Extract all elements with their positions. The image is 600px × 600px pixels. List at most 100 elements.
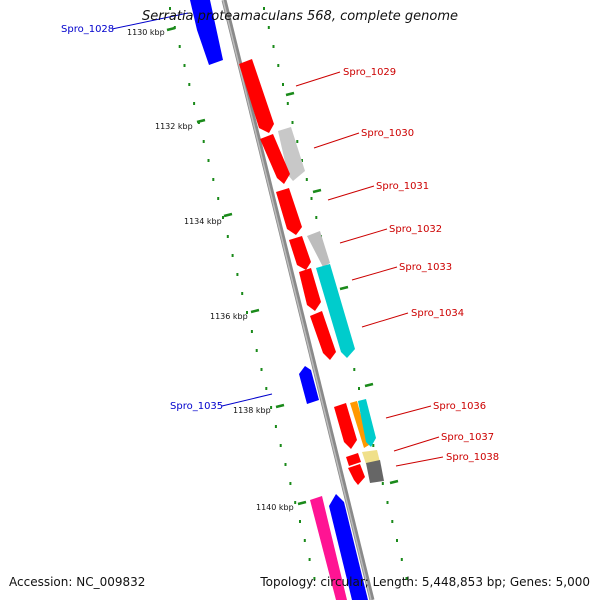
kbp-label-1132: 1132 kbp — [155, 122, 193, 131]
scale-dot-outer — [358, 387, 360, 390]
kbp-labels: 1130 kbp 1132 kbp 1134 kbp 1136 kbp 1138… — [127, 28, 294, 512]
feature-red-1030b[interactable] — [260, 134, 290, 184]
label-spro-1029[interactable]: Spro_1029 — [343, 67, 396, 78]
kbp-label-1136: 1136 kbp — [210, 312, 248, 321]
gene-spro-1031[interactable] — [276, 188, 302, 235]
scale-dot-inner — [250, 330, 253, 333]
feature-khaki[interactable] — [362, 450, 380, 464]
label-spro-1038[interactable]: Spro_1038 — [446, 452, 499, 463]
kbp-label-1138: 1138 kbp — [233, 406, 271, 415]
scale-dot-outer — [286, 102, 289, 105]
scale-dot-outer — [391, 520, 394, 523]
scale-dot-inner — [270, 406, 273, 409]
scale-dot-inner — [313, 577, 316, 580]
scale-dot-outer — [381, 482, 384, 485]
feature-pink[interactable] — [310, 496, 347, 600]
scale-tick-1136 — [250, 308, 260, 314]
scale-tick-outer-c — [339, 285, 349, 291]
scale-dot-inner — [284, 463, 287, 466]
feature-red-1033b[interactable] — [299, 268, 321, 311]
label-spro-1037[interactable]: Spro_1037 — [441, 432, 494, 443]
gene-spro-1034[interactable] — [316, 264, 355, 358]
label-spro-1033[interactable]: Spro_1033 — [399, 262, 452, 273]
label-spro-1032[interactable]: Spro_1032 — [389, 224, 442, 235]
leader-spro-1036 — [385, 405, 432, 419]
scale-dot-outer — [277, 64, 280, 67]
feature-red-1034b[interactable] — [310, 311, 336, 360]
scale-dot-inner — [279, 444, 282, 447]
scale-dot-inner — [178, 45, 181, 48]
scale-dot-outer — [405, 577, 408, 580]
scale-tick-1140 — [297, 500, 307, 506]
leader-spro-1032 — [339, 228, 388, 244]
scale-dot-outer — [386, 501, 389, 504]
scale-dot-outer — [282, 83, 284, 86]
feature-dark-grey[interactable] — [366, 460, 384, 483]
scale-dot-outer — [310, 197, 313, 200]
feature-red-1038b[interactable] — [348, 464, 365, 485]
scale-dot-outer — [296, 140, 299, 143]
gene-spro-1032[interactable] — [289, 236, 311, 270]
gene-spro-1036[interactable] — [334, 403, 357, 449]
leader-spro-1038 — [395, 456, 444, 467]
leader-spro-1037 — [393, 436, 440, 452]
scale-dot-inner — [303, 539, 306, 542]
scale-dot-outer — [272, 45, 275, 48]
scale-dot-inner — [231, 254, 234, 257]
label-spro-1028[interactable]: Spro_1028 — [61, 24, 114, 35]
scale-dot-inner — [299, 520, 301, 523]
scale-dot-inner — [308, 558, 311, 561]
gene-labels: Spro_1028 Spro_1029 Spro_1030 Spro_1031 … — [61, 24, 499, 463]
scale-dot-inner — [294, 501, 297, 504]
scale-tick-1130 — [166, 26, 176, 32]
scale-dot-outer — [305, 178, 308, 181]
scale-tick-1138 — [275, 403, 285, 409]
leader-spro-1033 — [351, 266, 398, 281]
scale-dot-inner — [217, 197, 220, 200]
gene-spro-1028[interactable] — [190, 0, 223, 65]
scale-dot-outer — [353, 368, 356, 371]
scale-dot-outer — [372, 444, 375, 447]
scale-tick-outer-d — [364, 382, 374, 388]
gene-spro-1038[interactable] — [346, 453, 361, 466]
scale-dot-inner — [246, 311, 248, 314]
scale-ticks — [166, 26, 399, 506]
scale-dot-inner — [188, 83, 191, 86]
scale-dot-inner — [212, 178, 215, 181]
scale-dot-outer — [301, 159, 303, 162]
scale-dot-inner — [274, 425, 277, 428]
feature-cyan-1037b[interactable] — [358, 399, 376, 447]
scale-dot-inner — [289, 482, 292, 485]
label-spro-1030[interactable]: Spro_1030 — [361, 128, 414, 139]
scale-dot-outer — [315, 216, 318, 219]
leader-spro-1031 — [327, 185, 375, 201]
label-spro-1034[interactable]: Spro_1034 — [411, 308, 464, 319]
scale-dot-inner — [202, 140, 205, 143]
leader-spro-1030 — [313, 132, 360, 149]
backbone-highlight — [222, 0, 372, 600]
scale-dot-outer — [263, 7, 265, 10]
accession-text: Accession: NC_009832 — [9, 575, 146, 589]
gene-spro-1035[interactable] — [299, 366, 319, 404]
feature-blue-bottom[interactable] — [329, 494, 368, 600]
genome-title: Serratia proteamaculans 568, complete ge… — [141, 9, 459, 24]
scale-dot-inner — [222, 216, 224, 219]
label-spro-1035[interactable]: Spro_1035 — [170, 401, 223, 412]
label-spro-1036[interactable]: Spro_1036 — [433, 401, 486, 412]
leader-lines — [111, 12, 444, 467]
leader-spro-1029 — [295, 71, 341, 87]
scale-tick-outer-a — [285, 91, 295, 97]
gene-spro-1033[interactable] — [307, 231, 330, 267]
scale-dot-inner — [265, 387, 268, 390]
gene-spro-1030[interactable] — [278, 127, 305, 181]
gene-spro-1029[interactable] — [239, 59, 274, 133]
kbp-label-1140: 1140 kbp — [256, 503, 294, 512]
kbp-label-1130: 1130 kbp — [127, 28, 165, 37]
scale-tick-outer-b — [312, 188, 322, 194]
gene-spro-1037[interactable] — [350, 401, 369, 448]
label-spro-1031[interactable]: Spro_1031 — [376, 181, 429, 192]
leader-spro-1035 — [221, 393, 273, 407]
scale-dot-inner — [260, 368, 263, 371]
backbone-line — [221, 0, 375, 600]
